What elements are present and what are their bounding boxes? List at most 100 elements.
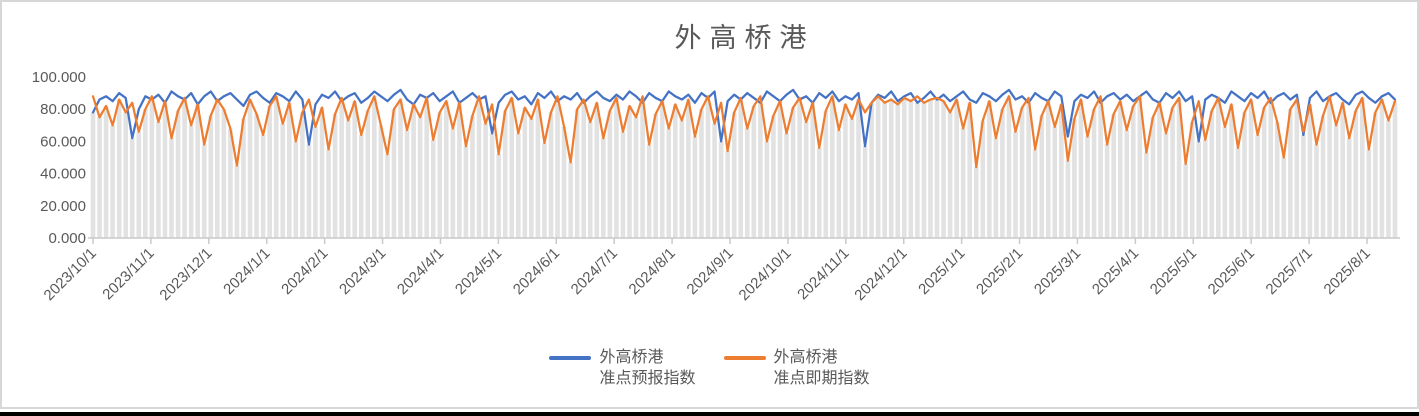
bar	[457, 102, 462, 238]
bar	[1379, 99, 1385, 238]
bar	[365, 110, 371, 238]
bar	[620, 131, 626, 238]
bar	[633, 117, 639, 238]
bar	[476, 99, 482, 238]
bar	[1386, 120, 1391, 238]
bar	[143, 109, 148, 238]
daily-bars	[90, 96, 1398, 239]
bar	[666, 128, 672, 238]
x-axis-label: 2025/3/1	[1031, 245, 1084, 298]
bar	[1170, 107, 1175, 238]
bar	[103, 105, 109, 238]
bar	[1111, 114, 1116, 238]
x-axis-label: 2025/7/1	[1263, 245, 1316, 298]
bar	[241, 118, 246, 238]
bar	[515, 133, 521, 238]
bar	[862, 146, 868, 238]
x-axis-label: 2024/8/1	[626, 245, 679, 298]
bar	[1392, 101, 1398, 239]
bar	[1373, 112, 1378, 238]
bar	[404, 130, 410, 238]
bar	[614, 97, 619, 239]
x-axis-label: 2023/12/1	[156, 245, 215, 304]
bar	[1144, 152, 1149, 238]
bar	[1006, 96, 1012, 238]
bar	[574, 109, 580, 238]
bar	[1098, 102, 1103, 238]
bar	[1000, 109, 1005, 238]
bar	[188, 125, 194, 238]
bar	[522, 107, 528, 238]
bar	[673, 104, 678, 239]
bar	[960, 128, 966, 238]
bar	[1189, 122, 1195, 238]
bar	[751, 105, 757, 238]
bar	[1359, 97, 1365, 239]
bar	[339, 101, 344, 239]
bar	[908, 101, 914, 239]
bar	[954, 99, 959, 238]
bar	[1255, 134, 1260, 238]
bar	[136, 131, 142, 238]
bar	[110, 125, 115, 238]
x-axis-label: 2025/2/1	[973, 245, 1026, 298]
bar	[869, 102, 874, 238]
bar	[561, 126, 567, 238]
bar	[1137, 96, 1143, 238]
bar	[1261, 107, 1267, 238]
bar	[849, 118, 855, 238]
bar	[385, 154, 390, 238]
bar	[659, 101, 665, 239]
bar	[463, 146, 469, 238]
bar	[378, 125, 384, 238]
bar	[286, 102, 292, 238]
bar	[424, 97, 429, 239]
x-axis-label: 2024/9/1	[684, 245, 737, 298]
bar	[777, 101, 783, 239]
bar	[692, 136, 698, 238]
chart-title: 外高桥港	[674, 23, 815, 53]
bar	[234, 165, 240, 238]
legend-label-spot-line2: 准点即期指数	[773, 369, 870, 387]
bar	[1130, 105, 1136, 238]
bar	[1288, 109, 1293, 238]
bar	[280, 123, 286, 238]
legend-label-forecast-line1: 外高桥港	[599, 349, 664, 366]
bar	[1248, 99, 1254, 238]
x-axis-label: 2024/3/1	[336, 245, 389, 298]
bar	[116, 99, 122, 238]
bar	[162, 102, 168, 238]
bar	[1032, 149, 1038, 238]
bar	[934, 99, 940, 238]
x-axis-label: 2024/7/1	[568, 245, 621, 298]
bar	[156, 122, 161, 238]
bar	[326, 149, 331, 238]
bar	[1333, 125, 1339, 238]
bar	[1124, 130, 1130, 238]
bar	[1176, 97, 1182, 239]
bar	[1327, 96, 1332, 238]
bar	[97, 117, 102, 238]
bar	[293, 141, 299, 238]
bar	[764, 141, 770, 238]
bar	[306, 144, 312, 238]
bar	[332, 114, 338, 238]
bar	[90, 112, 96, 238]
bar	[1268, 102, 1273, 238]
bar	[1229, 104, 1234, 239]
x-axis-label: 2024/12/1	[851, 245, 910, 304]
bar	[1052, 126, 1058, 238]
bar	[1019, 107, 1025, 238]
bar	[1216, 97, 1221, 239]
bar	[718, 141, 724, 238]
x-axis-label: 2025/5/1	[1147, 245, 1200, 298]
bar	[875, 96, 881, 238]
x-axis-label: 2024/1/1	[220, 245, 273, 298]
bar	[653, 114, 658, 238]
bar	[790, 107, 796, 238]
bar	[1065, 160, 1071, 238]
bar	[1045, 101, 1051, 239]
bar	[221, 109, 227, 238]
bar	[437, 112, 443, 238]
forecast-index-line	[91, 88, 1397, 148]
